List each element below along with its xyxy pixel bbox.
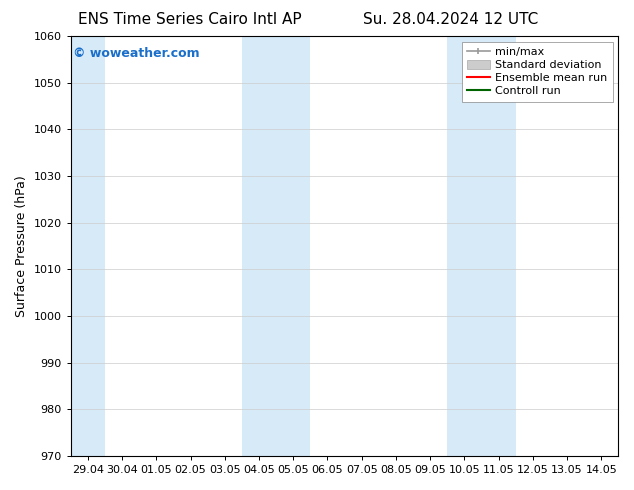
Y-axis label: Surface Pressure (hPa): Surface Pressure (hPa) <box>15 175 28 317</box>
Bar <box>242 36 276 456</box>
Bar <box>448 36 482 456</box>
Text: Su. 28.04.2024 12 UTC: Su. 28.04.2024 12 UTC <box>363 12 538 27</box>
Text: © woweather.com: © woweather.com <box>74 47 200 60</box>
Bar <box>276 36 311 456</box>
Bar <box>71 36 105 456</box>
Text: ENS Time Series Cairo Intl AP: ENS Time Series Cairo Intl AP <box>79 12 302 27</box>
Legend: min/max, Standard deviation, Ensemble mean run, Controll run: min/max, Standard deviation, Ensemble me… <box>462 42 613 101</box>
Bar <box>482 36 516 456</box>
